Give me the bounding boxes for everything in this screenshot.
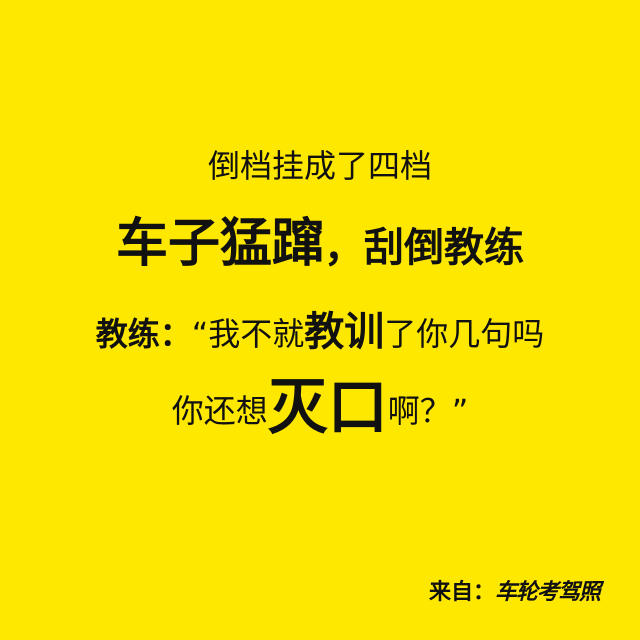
headline-rest: 刮倒教练 (364, 225, 524, 271)
quote-line-1: 教练：“我不就教训了你几句吗 (0, 312, 640, 352)
headline-emphasis: 车子猛蹿 (115, 214, 324, 274)
source-brand-logo: 车轮考驾照 (494, 580, 601, 605)
quote2-emphasis: 灭口 (267, 373, 388, 443)
intro-line: 倒档挂成了四档 (0, 150, 640, 182)
quote2-pre: 你还想 (171, 392, 268, 430)
headline-line: 车子猛蹿，刮倒教练 (0, 218, 640, 270)
quote-open: “我不就 (191, 315, 305, 353)
quote-line-2: 你还想灭口啊？” (0, 378, 640, 438)
headline-separator: ， (324, 225, 364, 271)
quote2-post: 啊？” (387, 392, 469, 430)
speaker-label: 教练： (95, 315, 192, 353)
intro-text: 倒档挂成了四档 (207, 147, 432, 185)
quote-emphasis: 教训 (304, 309, 385, 355)
source-label: 来自： (428, 580, 495, 605)
quote-rest: 了你几句吗 (384, 315, 545, 353)
source-credit: 来自：车轮考驾照 (428, 580, 601, 605)
